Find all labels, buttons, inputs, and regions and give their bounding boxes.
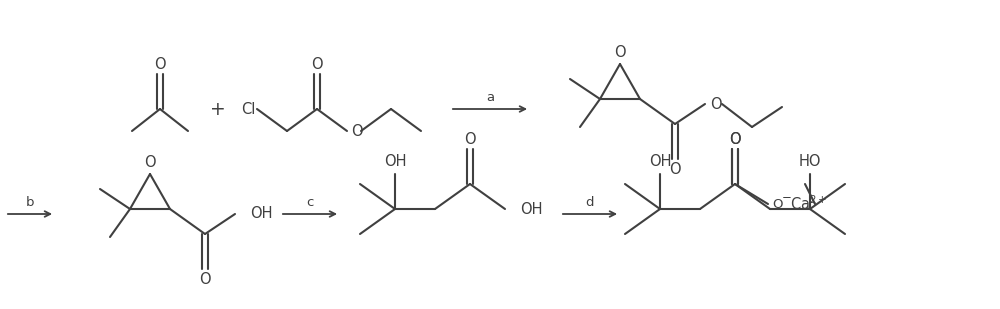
Text: Ca$^{2+}$: Ca$^{2+}$ xyxy=(790,195,827,213)
Text: c: c xyxy=(306,196,314,209)
Text: O: O xyxy=(464,132,476,146)
Text: O: O xyxy=(710,96,722,112)
Text: OH: OH xyxy=(649,154,671,168)
Text: Cl: Cl xyxy=(241,101,255,116)
Text: +: + xyxy=(210,99,226,118)
Text: OH: OH xyxy=(520,201,542,217)
Text: O: O xyxy=(351,124,363,138)
Text: O: O xyxy=(729,132,741,146)
Text: O: O xyxy=(154,57,166,71)
Text: b: b xyxy=(26,196,34,209)
Text: O: O xyxy=(669,162,681,176)
Text: O: O xyxy=(772,197,782,210)
Text: HO: HO xyxy=(799,154,821,168)
Text: OH: OH xyxy=(384,154,406,168)
Text: d: d xyxy=(586,196,594,209)
Text: O: O xyxy=(614,44,626,60)
Text: O: O xyxy=(729,132,741,146)
Text: O: O xyxy=(311,57,323,71)
Text: O: O xyxy=(199,272,211,286)
Text: −: − xyxy=(782,191,792,204)
Text: OH: OH xyxy=(250,206,272,222)
Text: a: a xyxy=(486,91,494,104)
Text: O: O xyxy=(144,154,156,170)
